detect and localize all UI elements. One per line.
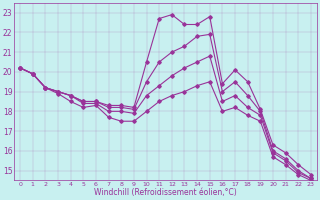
- X-axis label: Windchill (Refroidissement éolien,°C): Windchill (Refroidissement éolien,°C): [94, 188, 237, 197]
